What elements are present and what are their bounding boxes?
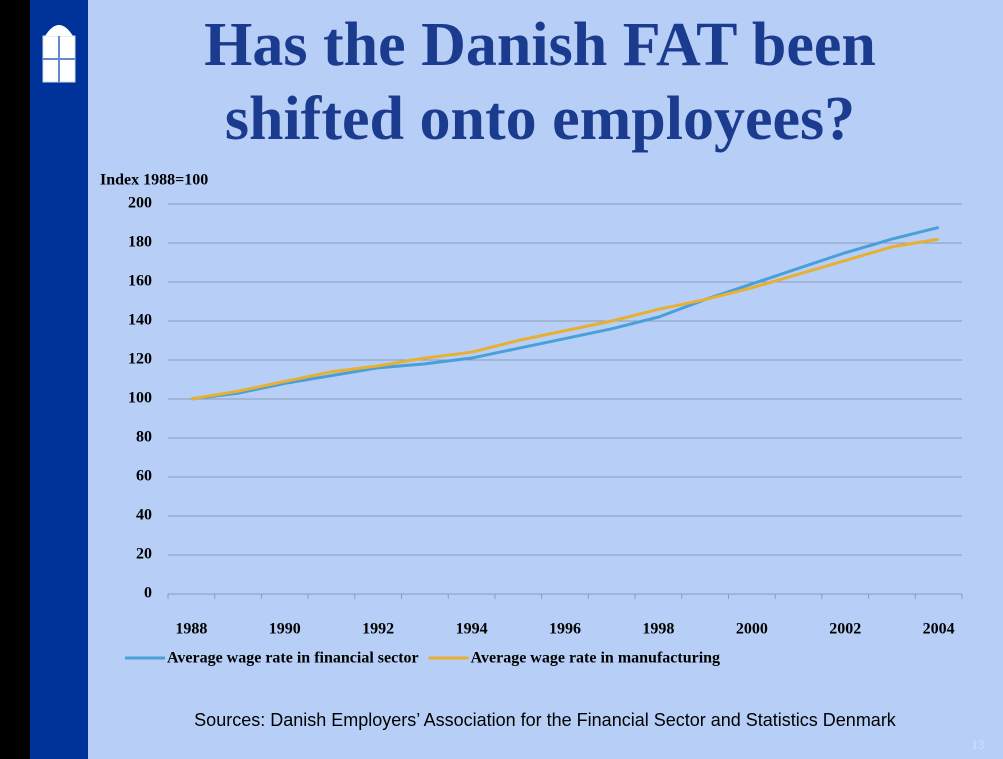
legend-label: Average wage rate in financial sector xyxy=(167,650,419,667)
x-tick-label: 1988 xyxy=(175,621,207,638)
y-tick-label: 180 xyxy=(128,234,152,251)
crest-crown xyxy=(45,25,73,36)
y-tick-label: 100 xyxy=(128,390,152,407)
crest-logo xyxy=(42,25,76,83)
side-bar-blue xyxy=(30,0,88,759)
x-tick-label: 2000 xyxy=(736,621,768,638)
y-axis-label: Index 1988=100 xyxy=(100,172,208,189)
x-tick-label: 1996 xyxy=(549,621,581,638)
y-tick-label: 40 xyxy=(136,507,152,524)
x-tick-label: 2002 xyxy=(829,621,861,638)
y-tick-label: 140 xyxy=(128,312,152,329)
y-tick-label: 160 xyxy=(128,273,152,290)
x-tick-label: 1990 xyxy=(269,621,301,638)
series-line xyxy=(191,237,939,401)
side-bar xyxy=(0,0,30,759)
slide-title: Has the Danish FAT been shifted onto emp… xyxy=(204,11,876,153)
source-note: Sources: Danish Employers’ Association f… xyxy=(194,710,897,730)
slide-number: 13 xyxy=(972,737,986,752)
y-tick-label: 120 xyxy=(128,351,152,368)
y-tick-label: 0 xyxy=(144,585,152,602)
x-tick-label: 1992 xyxy=(362,621,394,638)
series-line xyxy=(191,225,940,401)
legend-label: Average wage rate in manufacturing xyxy=(471,650,720,667)
y-tick-label: 60 xyxy=(136,468,152,485)
y-tick-label: 200 xyxy=(128,195,152,212)
x-tick-label: 1994 xyxy=(456,621,488,638)
y-tick-label: 20 xyxy=(136,546,152,563)
x-tick-label: 1998 xyxy=(642,621,674,638)
y-tick-label: 80 xyxy=(136,429,152,446)
x-tick-label: 2004 xyxy=(923,621,955,638)
